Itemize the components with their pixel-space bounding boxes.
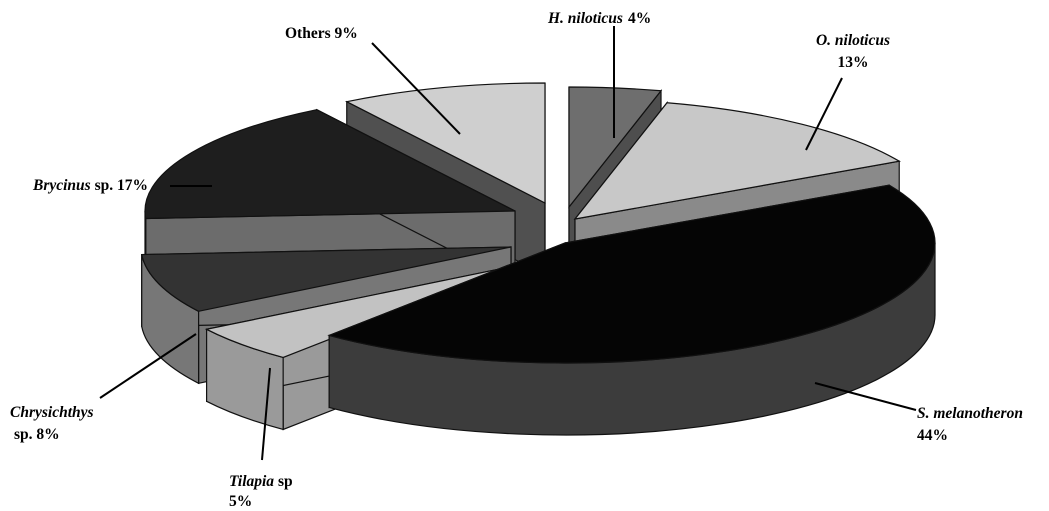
label-tilapia-species: Tilapia — [229, 473, 274, 490]
pie-slices — [141, 82, 936, 436]
slice-top-tilapia-sp — [204, 264, 520, 359]
label-tilapia-pct: 5% — [229, 493, 252, 510]
slice-top-s-melanotheron — [327, 184, 936, 364]
label-h-niloticus-pct: 4% — [628, 10, 651, 27]
label-tilapia-suffix: sp — [274, 473, 293, 490]
leader-o-niloticus — [805, 77, 843, 151]
leader-s-melanotheron — [814, 382, 917, 411]
slice-top-brycinus-sp — [144, 109, 516, 220]
leader-tilapia — [261, 367, 271, 461]
label-chrysichthys: Chrysichthys — [10, 404, 94, 421]
label-s-melanotheron: S. melanotheron — [917, 405, 1023, 422]
slice-top-o-niloticus — [573, 102, 901, 220]
slice-top-chrysichthys-sp — [141, 246, 512, 312]
slice-top-h-niloticus — [568, 86, 663, 209]
slice-s-melanotheron — [327, 184, 936, 436]
label-chrysichthys-suffix: sp. 8% — [14, 426, 60, 443]
slice-top-others — [344, 82, 546, 204]
label-s-melanotheron-pct: 44% — [917, 427, 948, 444]
label-tilapia: Tilapia sp — [229, 473, 293, 490]
label-o-niloticus: O. niloticus — [816, 32, 890, 49]
leader-lines — [99, 26, 917, 461]
label-brycinus: Brycinus sp. 17% — [32, 177, 148, 194]
label-s-melanotheron-species: S. melanotheron — [917, 405, 1023, 422]
label-o-niloticus-pct: 13% — [838, 54, 869, 71]
label-chrysichthys-species: Chrysichthys — [10, 404, 94, 421]
label-brycinus-species: Brycinus — [32, 177, 91, 194]
label-brycinus-suffix: sp. 17% — [91, 177, 148, 194]
label-h-niloticus: H. niloticus 4% — [547, 10, 651, 27]
label-h-niloticus-species: H. niloticus — [547, 10, 623, 27]
leader-others — [371, 42, 461, 135]
label-others: Others 9% — [285, 25, 358, 42]
leader-chrysichthys — [99, 333, 197, 399]
label-o-niloticus-species: O. niloticus — [816, 32, 890, 49]
